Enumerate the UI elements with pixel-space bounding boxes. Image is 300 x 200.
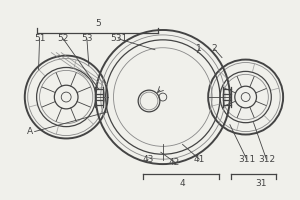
Text: 312: 312 xyxy=(258,155,275,164)
Text: 42: 42 xyxy=(169,158,180,167)
Text: 43: 43 xyxy=(142,155,154,164)
Text: A: A xyxy=(27,127,33,136)
Text: 41: 41 xyxy=(194,155,205,164)
Text: 4: 4 xyxy=(180,179,185,188)
Text: 52: 52 xyxy=(58,34,69,43)
Text: 1: 1 xyxy=(196,44,202,53)
Text: 5: 5 xyxy=(95,19,100,28)
Text: 51: 51 xyxy=(34,34,45,43)
Text: 2: 2 xyxy=(211,44,217,53)
Text: 311: 311 xyxy=(238,155,255,164)
Text: 53: 53 xyxy=(81,34,93,43)
Text: 531: 531 xyxy=(110,34,127,43)
Text: 31: 31 xyxy=(256,179,267,188)
